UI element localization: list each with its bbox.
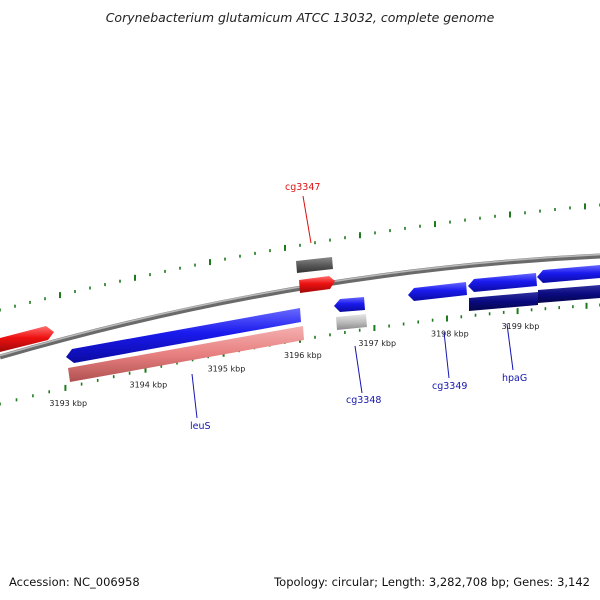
accession-text: Accession: NC_006958 bbox=[9, 575, 140, 589]
tick-label: 3196 kbp bbox=[284, 351, 322, 360]
gene-label-cg3347[interactable]: cg3347 bbox=[285, 182, 320, 193]
tick-label: 3194 kbp bbox=[130, 381, 168, 390]
gene-label-cg3349[interactable]: cg3349 bbox=[432, 381, 467, 392]
feature-cg3348-gene[interactable] bbox=[336, 314, 367, 330]
feature-cg3347-cds[interactable] bbox=[299, 276, 335, 293]
leuS-leader-line bbox=[191, 373, 198, 419]
map-title: Corynebacterium glutamicum ATCC 13032, c… bbox=[105, 10, 495, 25]
hpaG-leader-line bbox=[506, 323, 514, 371]
cg3348-leader-line bbox=[354, 345, 363, 394]
feature-leuS-gene[interactable] bbox=[68, 326, 304, 382]
feature-cg3348-cds[interactable] bbox=[334, 297, 365, 312]
genome-stats-text: Topology: circular; Length: 3,282,708 bp… bbox=[274, 575, 590, 589]
feature-cg3349-cds[interactable] bbox=[408, 282, 467, 301]
feature-leuS-cds[interactable] bbox=[66, 308, 301, 363]
gene-label-leuS[interactable]: leuS bbox=[190, 421, 211, 432]
feature-cg3347-gene[interactable] bbox=[296, 257, 333, 273]
tick-label: 3197 kbp bbox=[358, 339, 396, 348]
tick-label: 3195 kbp bbox=[208, 365, 246, 374]
feature-hpaG-gene[interactable] bbox=[469, 292, 538, 311]
feature-next-gene[interactable] bbox=[538, 285, 600, 303]
feature-hpaG-cds[interactable] bbox=[468, 273, 537, 292]
feature-red-left[interactable] bbox=[0, 326, 54, 352]
upper-tick-track bbox=[0, 203, 600, 312]
tick-label: 3193 kbp bbox=[49, 399, 87, 408]
tick-label: 3199 kbp bbox=[502, 322, 540, 331]
gene-label-hpaG[interactable]: hpaG bbox=[502, 373, 527, 384]
cg3347-leader-line bbox=[302, 195, 312, 244]
gene-label-cg3348[interactable]: cg3348 bbox=[346, 395, 381, 406]
tick-label: 3198 kbp bbox=[431, 330, 469, 339]
feature-hpaG-next-cds[interactable] bbox=[537, 265, 600, 283]
cg3349-leader-line bbox=[443, 331, 450, 379]
